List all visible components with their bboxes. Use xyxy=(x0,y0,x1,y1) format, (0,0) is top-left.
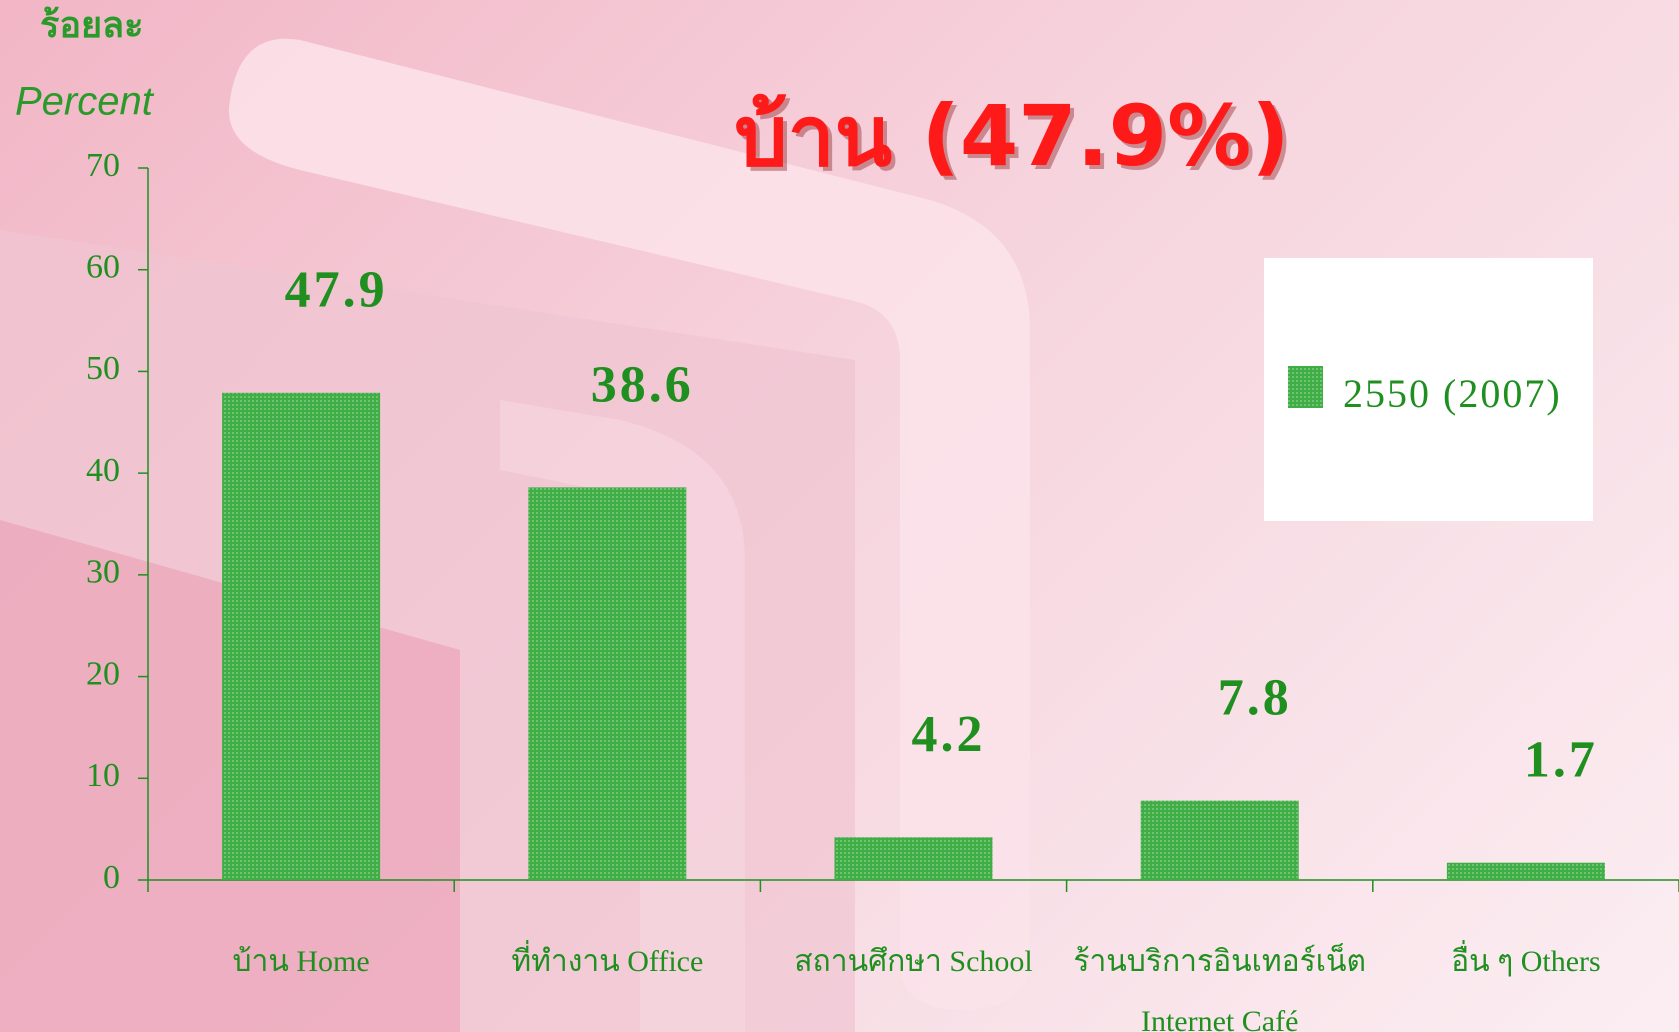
data-label: 7.8 xyxy=(1218,670,1292,727)
background-shapes xyxy=(0,38,1030,1032)
bar-texture xyxy=(528,487,687,880)
y-tick-label: 70 xyxy=(86,147,120,184)
x-tick-label: อื่น ๆ Others xyxy=(1451,945,1601,978)
y-tick-label: 40 xyxy=(86,452,120,489)
bar-texture xyxy=(834,837,993,880)
data-label: 38.6 xyxy=(591,356,694,413)
bar-texture xyxy=(1446,862,1605,880)
legend-label: 2550 (2007) xyxy=(1343,371,1562,416)
y-axis-label: Percent xyxy=(15,80,155,124)
x-tick-label: ที่ทำงาน Office xyxy=(511,945,704,978)
y-tick-label: 30 xyxy=(86,554,120,591)
bar-texture xyxy=(222,392,381,880)
data-label: 1.7 xyxy=(1524,732,1598,789)
x-tick-label: สถานศึกษา School xyxy=(794,945,1033,978)
chart-title: บ้าน (47.9%) xyxy=(734,87,1289,185)
legend-swatch-texture xyxy=(1288,366,1323,408)
y-axis-label-thai: ร้อยละ xyxy=(40,5,143,46)
y-tick-label: 20 xyxy=(86,655,120,692)
y-tick-label: 50 xyxy=(86,350,120,387)
x-tick-label: บ้าน Home xyxy=(232,945,370,978)
x-tick-label: ร้านบริการอินเทอร์เน็ต Internet Café xyxy=(1073,945,1367,1032)
data-label: 4.2 xyxy=(912,706,986,763)
y-tick-label: 0 xyxy=(103,859,120,896)
y-tick-label: 60 xyxy=(86,249,120,286)
y-tick-label: 10 xyxy=(86,757,120,794)
data-label: 47.9 xyxy=(285,262,388,319)
bar-texture xyxy=(1140,800,1299,880)
